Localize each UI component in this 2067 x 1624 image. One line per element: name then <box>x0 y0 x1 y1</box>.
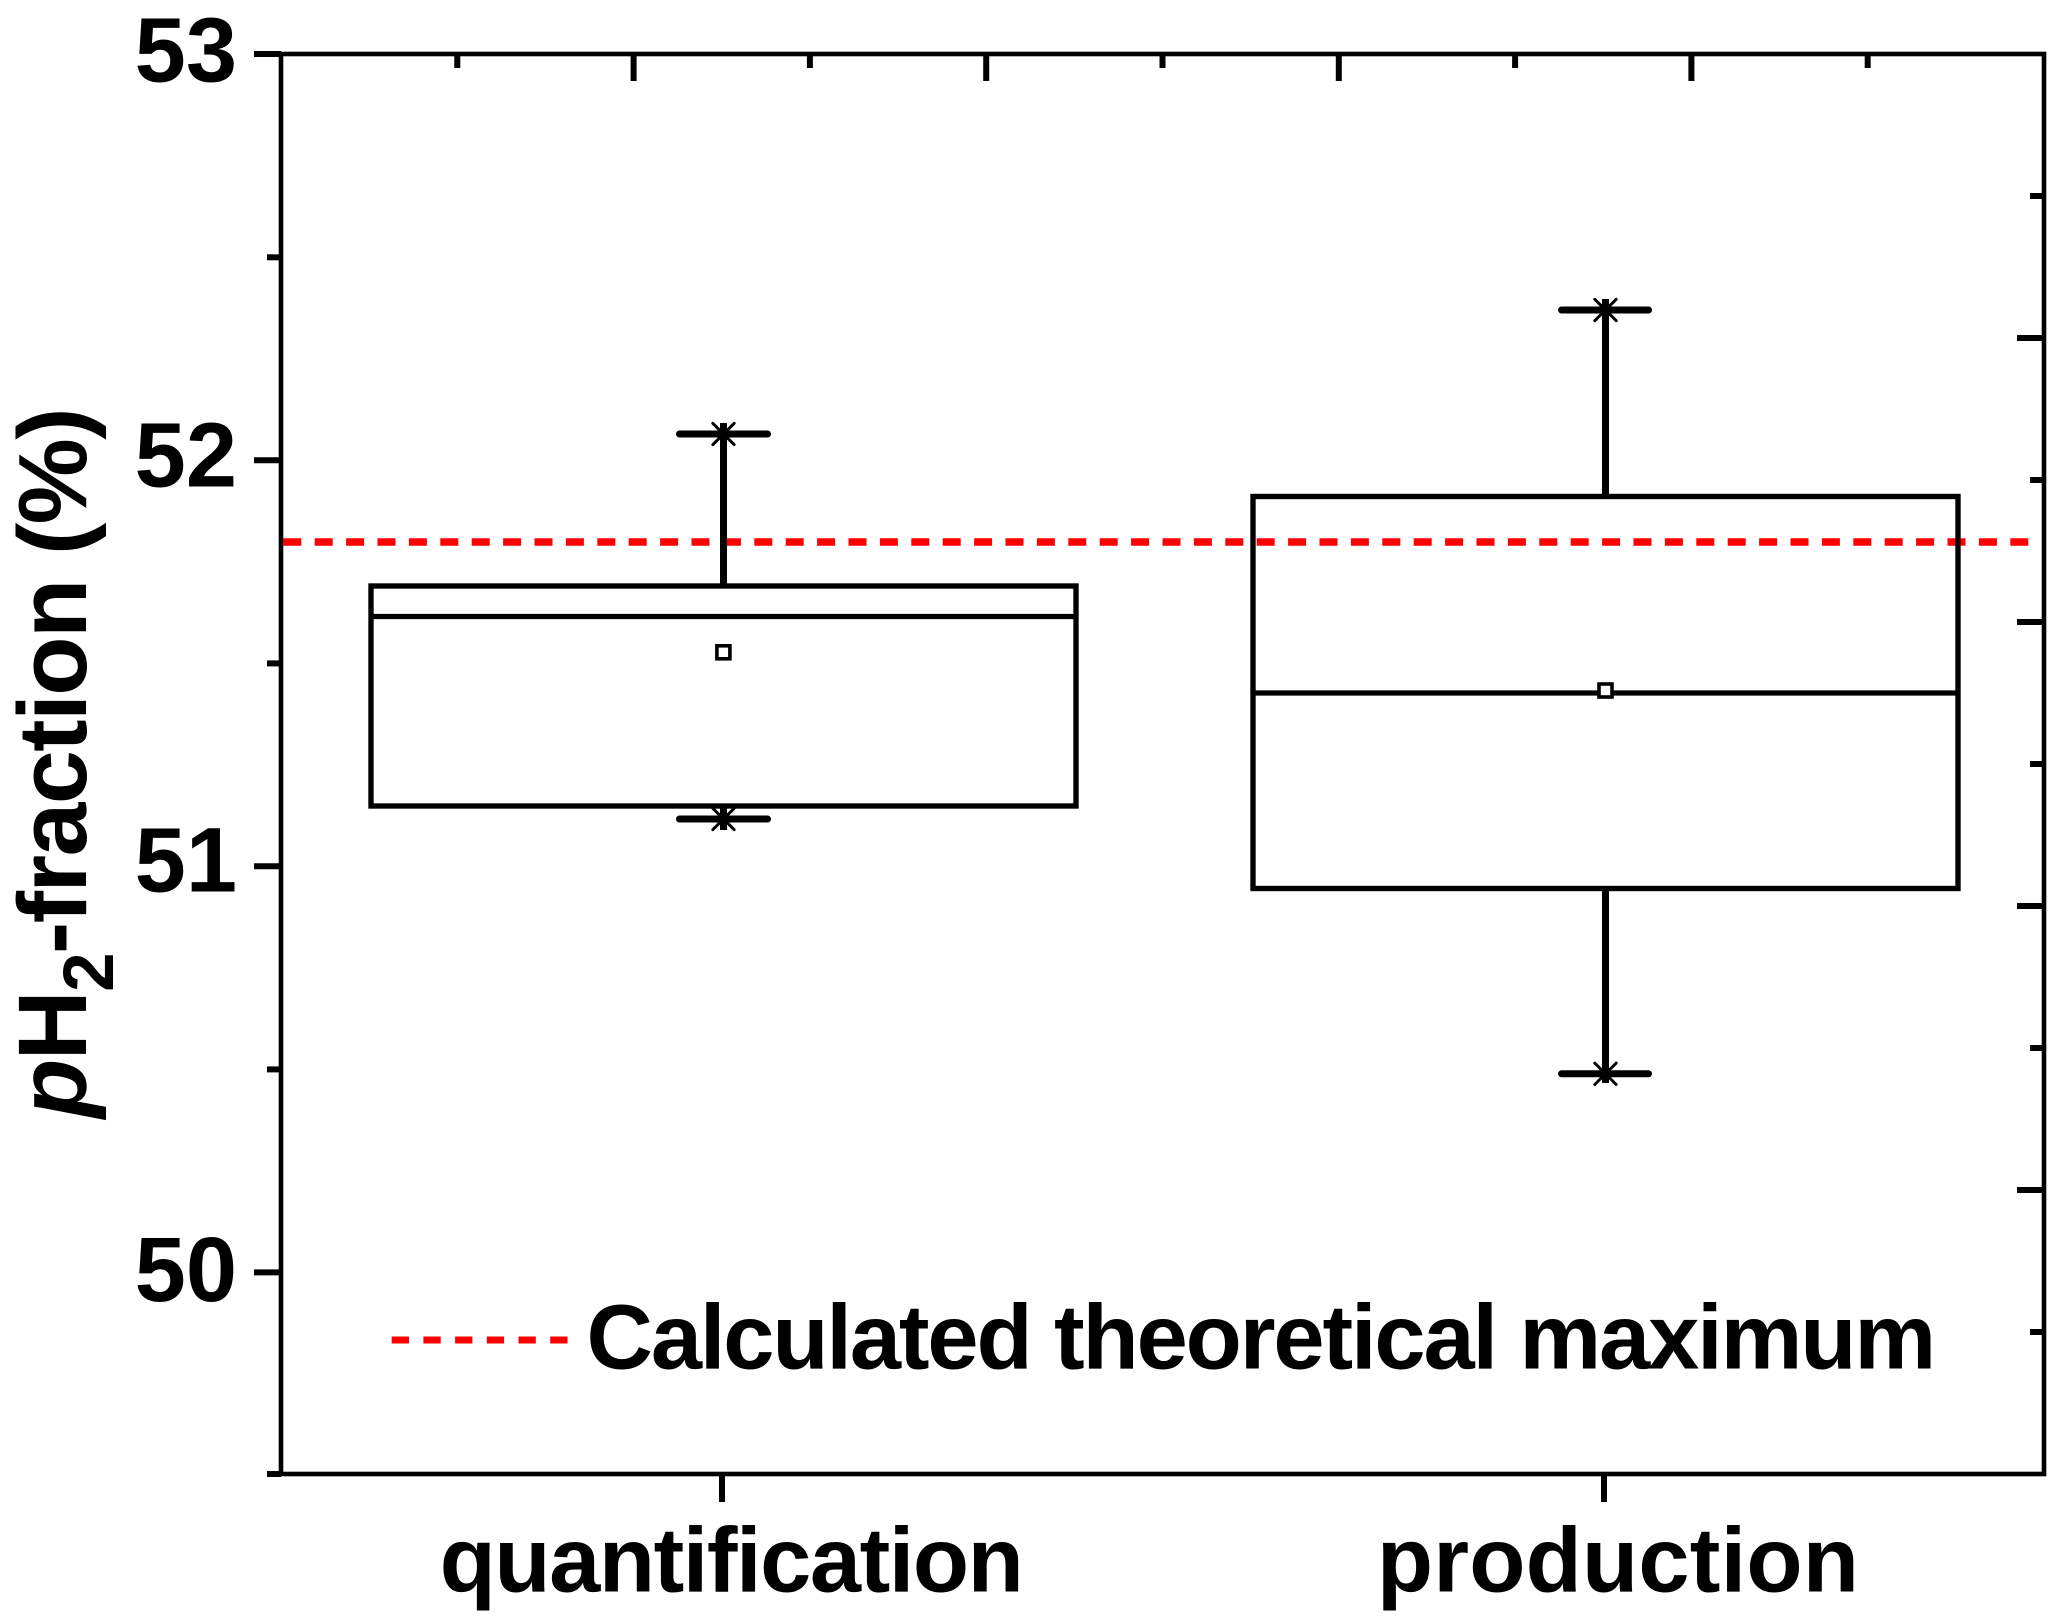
svg-text:50: 50 <box>135 1219 237 1321</box>
svg-text:production: production <box>1377 1510 1859 1612</box>
svg-text:Calculated theoretical maximum: Calculated theoretical maximum <box>587 1287 1935 1389</box>
svg-text:51: 51 <box>135 810 237 912</box>
svg-text:quantification: quantification <box>440 1510 1023 1612</box>
svg-text:52: 52 <box>135 404 237 506</box>
svg-text:53: 53 <box>135 0 237 101</box>
